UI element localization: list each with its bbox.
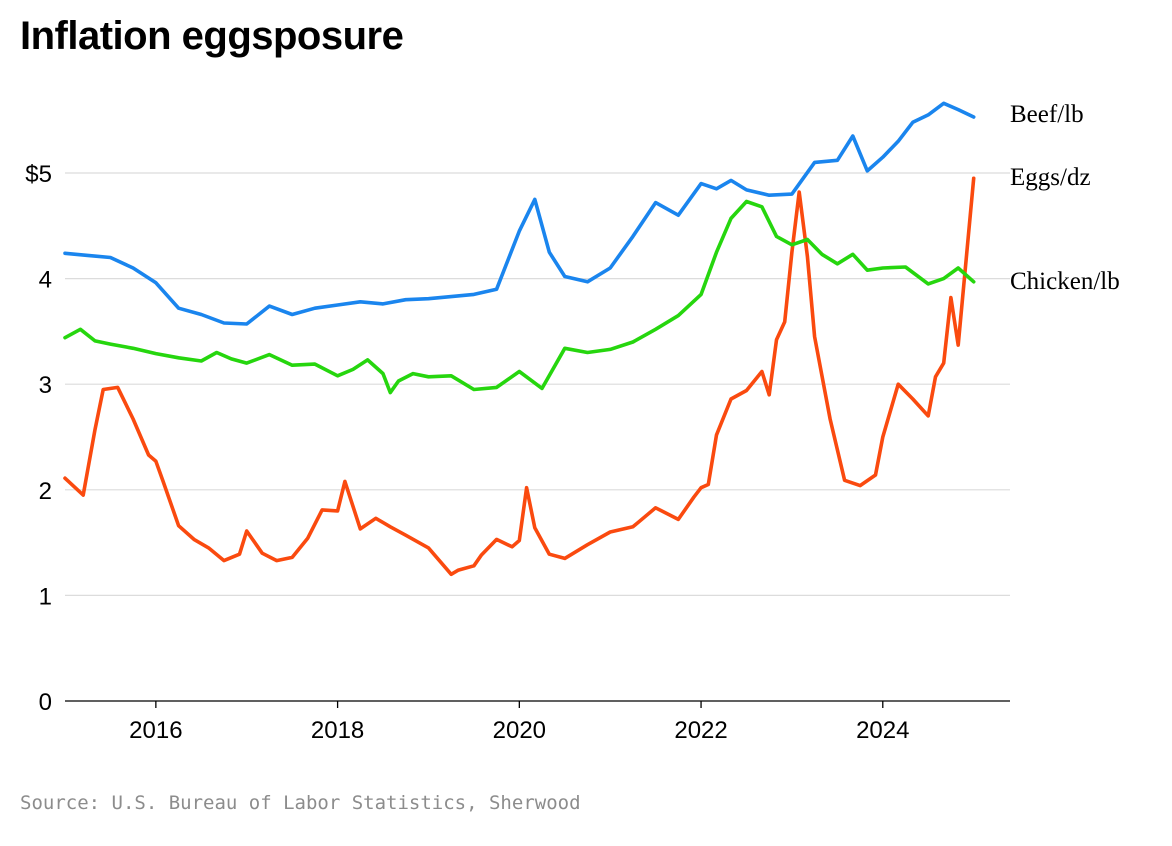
- y-tick-label: 2: [39, 478, 52, 505]
- x-tick-label: 2018: [311, 717, 364, 744]
- x-axis: 2016 2018 2020 2022 2024: [65, 700, 1010, 744]
- series-line-eggs-dz: [63, 176, 976, 577]
- y-tick-label: 3: [39, 372, 52, 399]
- x-tick-label: 2024: [856, 717, 909, 744]
- y-tick-label: 4: [39, 267, 52, 294]
- x-tick-label: 2022: [674, 717, 727, 744]
- series-label-eggs-dz: Eggs/dz: [1010, 164, 1091, 191]
- source-note: Source: U.S. Bureau of Labor Statistics,…: [20, 792, 581, 814]
- y-tick-label: 0: [39, 689, 52, 716]
- y-axis-tick-labels: 0 1 2 3 4 $5: [25, 161, 52, 716]
- x-tick-label: 2016: [129, 717, 182, 744]
- series-line-chicken-lb: [63, 199, 976, 395]
- series-labels: Beef/lb Eggs/dz Chicken/lb: [1010, 101, 1120, 295]
- y-tick-label: 1: [39, 583, 52, 610]
- chart-title: Inflation eggsposure: [20, 14, 404, 58]
- y-tick-label: $5: [25, 161, 52, 188]
- series-label-chicken-lb: Chicken/lb: [1010, 268, 1120, 295]
- series-lines: [63, 101, 976, 577]
- series-line-beef-lb: [63, 101, 976, 326]
- x-tick-label: 2020: [493, 717, 546, 744]
- series-label-beef-lb: Beef/lb: [1010, 101, 1084, 128]
